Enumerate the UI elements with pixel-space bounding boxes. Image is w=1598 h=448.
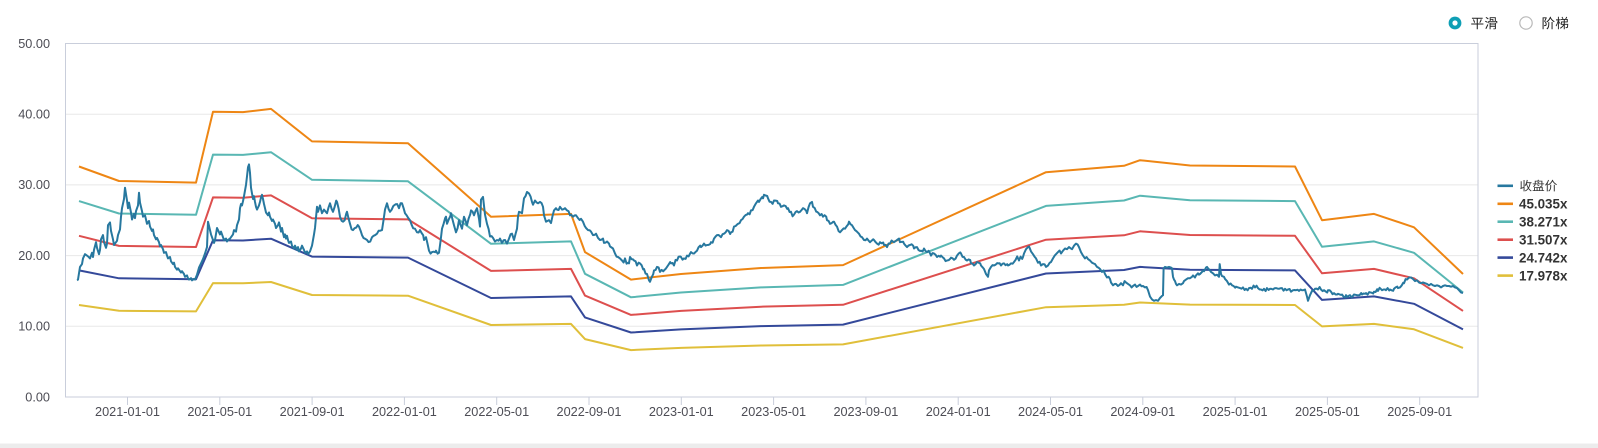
svg-text:2023-09-01: 2023-09-01: [833, 405, 898, 419]
svg-text:2025-01-01: 2025-01-01: [1203, 405, 1268, 419]
svg-text:20.00: 20.00: [18, 249, 50, 263]
svg-text:2025-09-01: 2025-09-01: [1387, 405, 1452, 419]
svg-text:30.00: 30.00: [18, 178, 50, 192]
svg-text:2022-01-01: 2022-01-01: [372, 405, 437, 419]
svg-text:2024-01-01: 2024-01-01: [926, 405, 991, 419]
svg-text:38.271x: 38.271x: [1519, 215, 1568, 230]
svg-text:2023-05-01: 2023-05-01: [741, 405, 806, 419]
svg-text:2022-05-01: 2022-05-01: [464, 405, 529, 419]
svg-text:17.978x: 17.978x: [1519, 268, 1568, 283]
svg-text:24.742x: 24.742x: [1519, 250, 1568, 265]
svg-text:2022-09-01: 2022-09-01: [557, 405, 622, 419]
svg-text:31.507x: 31.507x: [1519, 233, 1568, 248]
svg-text:2025-05-01: 2025-05-01: [1295, 405, 1360, 419]
svg-text:2021-01-01: 2021-01-01: [95, 405, 160, 419]
svg-text:40.00: 40.00: [18, 108, 50, 122]
svg-text:2021-05-01: 2021-05-01: [187, 405, 252, 419]
svg-text:10.00: 10.00: [18, 320, 50, 334]
svg-text:2024-05-01: 2024-05-01: [1018, 405, 1083, 419]
svg-text:50.00: 50.00: [18, 37, 50, 51]
svg-text:2023-01-01: 2023-01-01: [649, 405, 714, 419]
svg-text:2024-09-01: 2024-09-01: [1110, 405, 1175, 419]
svg-text:0.00: 0.00: [25, 390, 50, 404]
svg-text:45.035x: 45.035x: [1519, 197, 1568, 212]
svg-text:2021-09-01: 2021-09-01: [280, 405, 345, 419]
